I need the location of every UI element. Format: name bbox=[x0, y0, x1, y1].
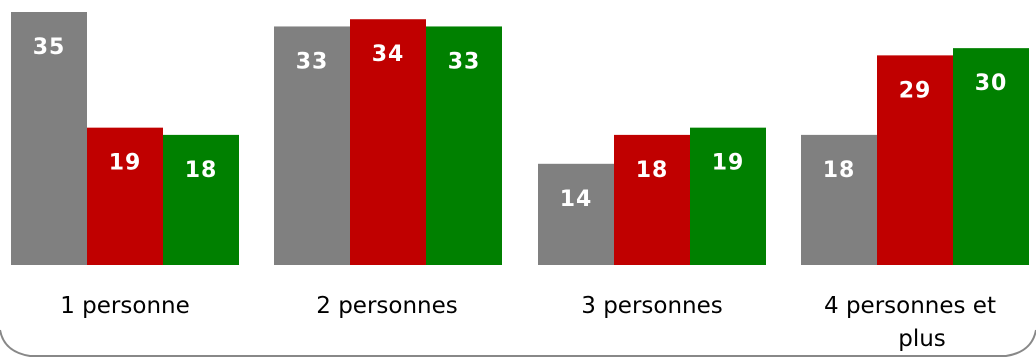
category-label-4-line-2: plus bbox=[898, 326, 946, 352]
bar-2-3 bbox=[426, 26, 502, 266]
data-label-2-2: 34 bbox=[372, 42, 405, 67]
bar-2-2 bbox=[350, 19, 426, 265]
data-label-1-1: 35 bbox=[33, 35, 66, 60]
category-label-1: 1 personne bbox=[60, 293, 190, 319]
bar-2-1 bbox=[274, 26, 350, 266]
bar-1-3 bbox=[163, 134, 239, 265]
data-label-4-2: 29 bbox=[899, 78, 932, 103]
data-label-1-3: 18 bbox=[185, 158, 218, 183]
bars-layer bbox=[11, 12, 1029, 266]
bar-4-1 bbox=[801, 134, 877, 265]
bar-3-2 bbox=[614, 134, 690, 265]
category-label-2: 2 personnes bbox=[316, 293, 458, 319]
data-label-1-2: 19 bbox=[109, 151, 142, 176]
data-label-3-1: 14 bbox=[560, 187, 593, 212]
bar-1-2 bbox=[87, 127, 163, 266]
labels-layer: 35 19 18 1 personne 33 34 33 2 personnes 14 18 19 3… bbox=[33, 35, 1008, 352]
bar-3-3 bbox=[690, 127, 766, 266]
data-label-3-2: 18 bbox=[636, 158, 669, 183]
bar-3-1 bbox=[538, 163, 614, 265]
data-label-4-3: 30 bbox=[975, 71, 1008, 96]
data-label-2-3: 33 bbox=[448, 49, 481, 74]
data-label-4-1: 18 bbox=[823, 158, 856, 183]
category-label-4: 4 personnes et bbox=[824, 293, 996, 319]
data-label-2-1: 33 bbox=[296, 49, 329, 74]
bar-4-3 bbox=[953, 48, 1029, 266]
category-label-3: 3 personnes bbox=[581, 293, 723, 319]
bar-1-1 bbox=[11, 12, 87, 265]
bar-4-2 bbox=[877, 55, 953, 265]
data-label-3-3: 19 bbox=[712, 151, 745, 176]
frame-curve bbox=[0, 329, 1036, 357]
